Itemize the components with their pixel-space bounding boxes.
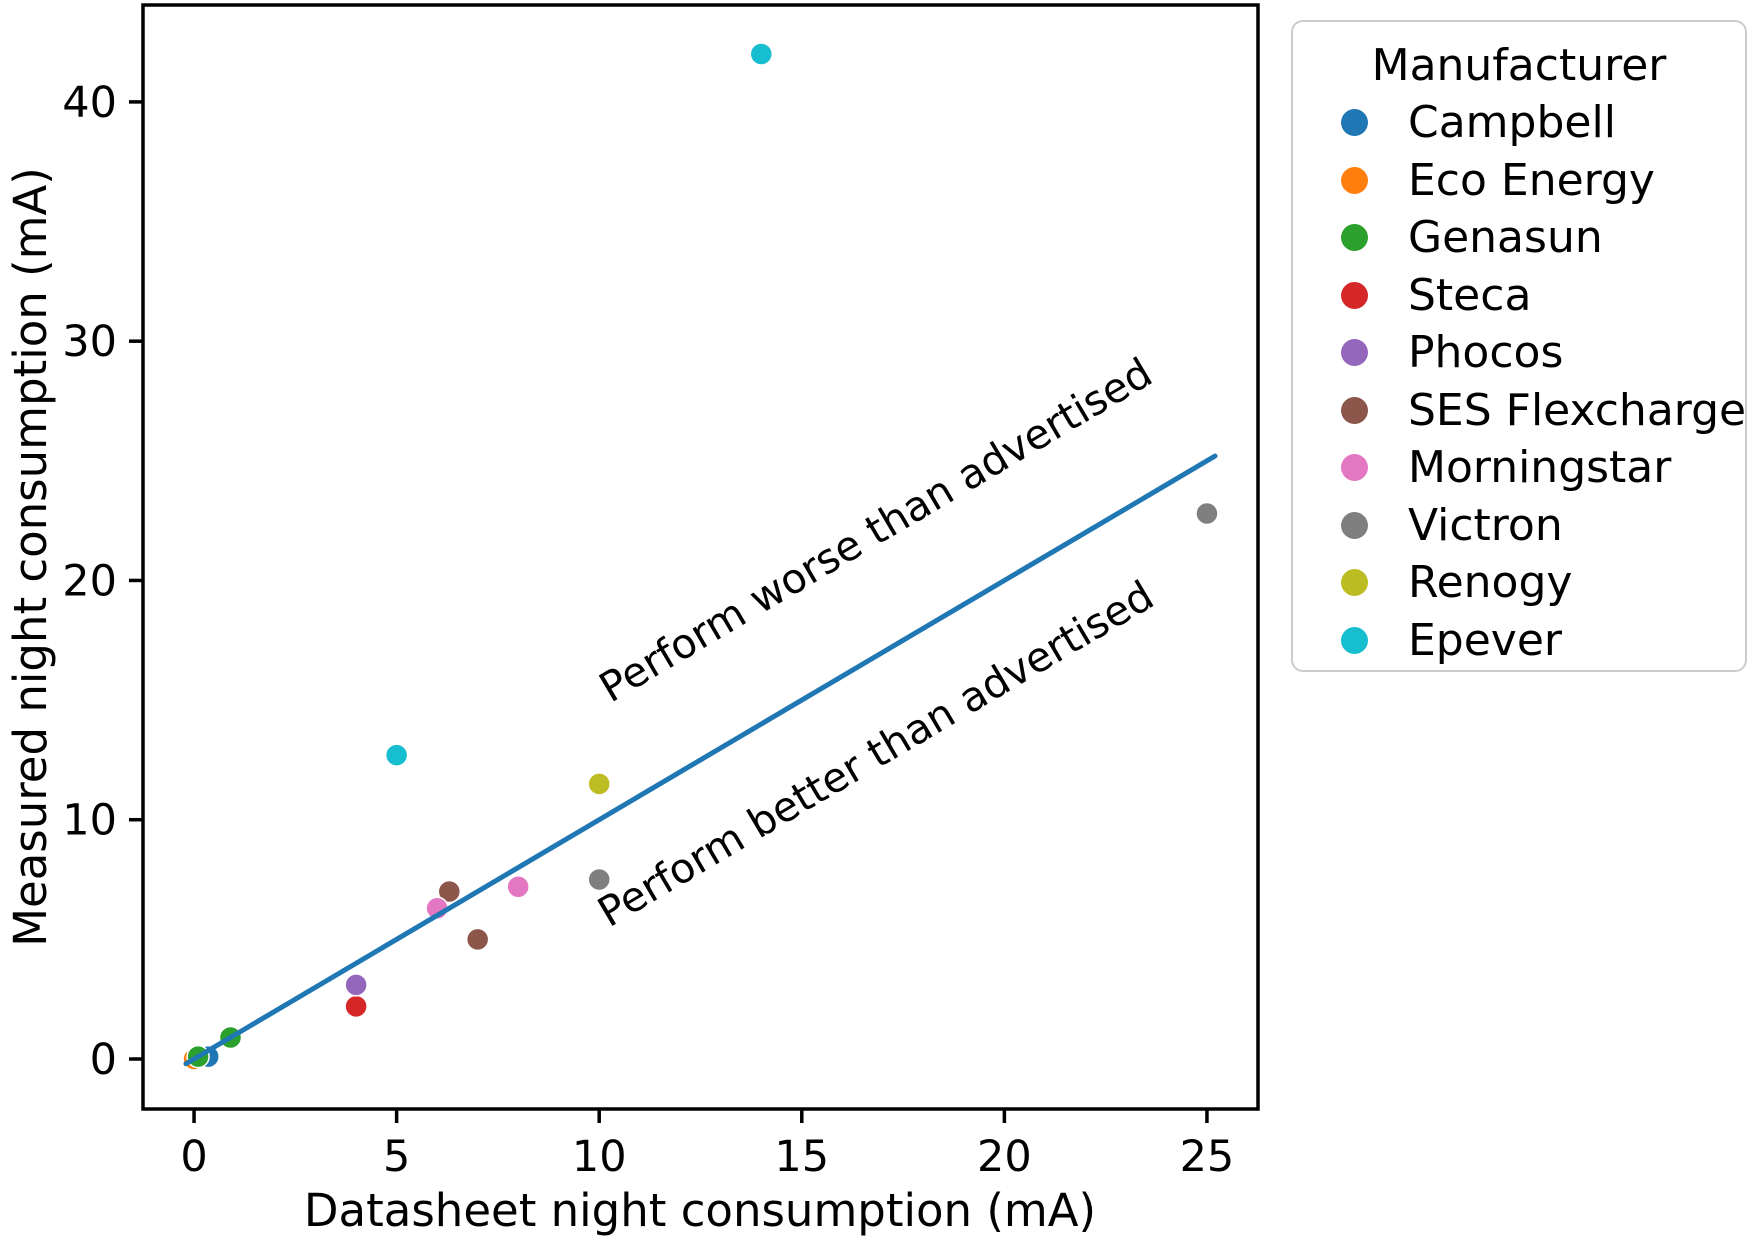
legend-item-morningstar: Morningstar [1341,439,1745,497]
legend-marker-icon [1341,109,1368,137]
data-point [587,867,611,892]
y-tick-label: 20 [62,556,117,606]
legend-item-victron: Victron [1341,497,1745,555]
axes-box [141,3,1260,1111]
legend-rows: Campbell Eco Energy Genasun Steca Phocos SES … [1293,94,1747,670]
legend-item-label: Campbell [1408,97,1616,149]
data-point [384,743,409,767]
x-tick-label: 25 [1180,1132,1235,1182]
y-tick-label: 10 [62,796,117,846]
legend-item-genasun: Genasun [1341,209,1745,267]
legend-item-epever: Epever [1341,612,1745,670]
x-tick-label: 10 [572,1132,627,1182]
data-point [344,994,368,1019]
legend-item-label: Victron [1408,499,1563,551]
legend: Manufacturer Campbell Eco Energy Genasun St… [1291,20,1747,672]
data-point [1195,501,1219,526]
x-tick-label: 20 [977,1132,1032,1182]
y-tick-label: 0 [90,1035,117,1085]
legend-marker-icon [1341,166,1368,194]
data-point [506,874,530,899]
legend-item-ses-flexcharge: SES Flexcharge [1341,382,1747,440]
legend-item-label: Epever [1408,614,1562,666]
legend-item-renogy: Renogy [1341,554,1745,612]
legend-item-label: Renogy [1408,557,1573,609]
legend-title: Manufacturer [1371,40,1667,91]
legend-item-label: Genasun [1408,212,1603,264]
data-point [749,42,774,66]
legend-item-label: SES Flexcharge [1408,384,1747,436]
legend-item-label: Phocos [1408,327,1564,379]
legend-item-eco-energy: Eco Energy [1341,152,1745,210]
data-point [465,927,490,952]
legend-marker-icon [1341,511,1368,539]
legend-marker-icon [1341,396,1368,424]
legend-item-steca: Steca [1341,267,1745,325]
legend-marker-icon [1341,626,1368,654]
x-tick-label: 0 [180,1132,207,1182]
y-tick-label: 40 [62,78,117,128]
identity-line [183,453,1218,1067]
legend-item-label: Steca [1408,269,1532,321]
x-tick-label: 15 [774,1132,829,1182]
x-axis-label: Datasheet night consumption (mA) [304,1184,1096,1237]
y-axis-label: Measured night consumption (mA) [4,167,57,947]
legend-item-phocos: Phocos [1341,324,1745,382]
legend-item-campbell: Campbell [1341,94,1745,152]
data-point [344,973,368,997]
legend-marker-icon [1341,224,1368,252]
legend-marker-icon [1341,454,1368,482]
y-tick-label: 30 [62,317,117,367]
data-point [437,879,462,904]
data-point [587,772,611,796]
legend-marker-icon [1341,339,1368,367]
legend-marker-icon [1341,281,1368,309]
x-tick-label: 5 [383,1132,410,1182]
legend-marker-icon [1341,569,1368,597]
legend-item-label: Morningstar [1408,442,1672,494]
legend-item-label: Eco Energy [1408,154,1655,206]
